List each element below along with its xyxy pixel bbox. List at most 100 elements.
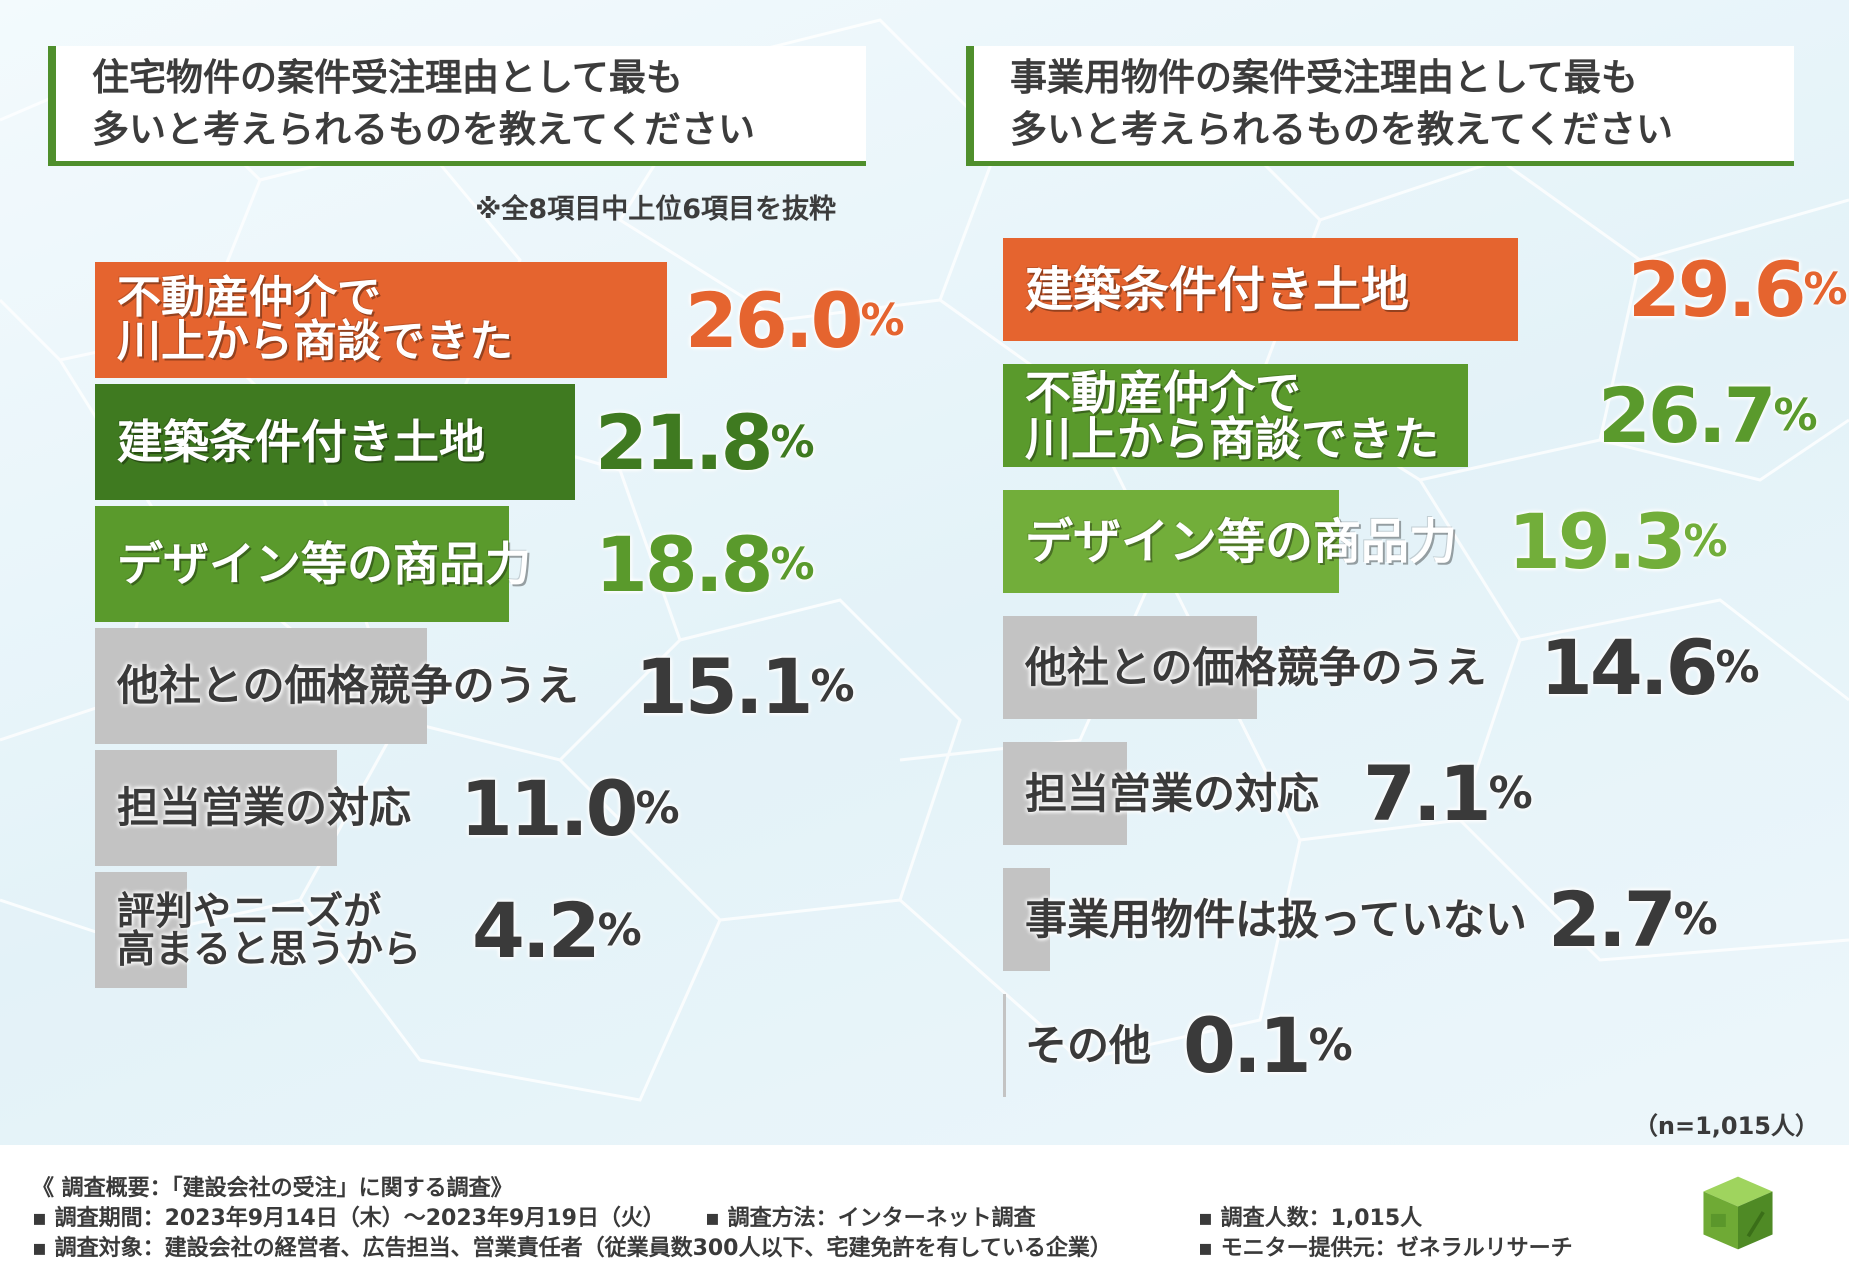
bar-value-1-0: 29.6%	[1628, 238, 1848, 341]
value-number: 21.8	[595, 397, 774, 487]
value-percent: %	[1715, 642, 1760, 693]
value-percent: %	[597, 904, 642, 956]
bar-value-0-0: 26.0%	[685, 262, 905, 378]
bar-label-0-3: 他社との価格競争のうえ	[117, 628, 579, 744]
bar-row-0-5: 評判やニーズが 高まると思うから 4.2%	[95, 872, 895, 988]
bar-label-line: 建築条件付き土地	[1025, 261, 1410, 318]
right-title-box: 事業用物件の案件受注理由として最も 多いと考えられるものを教えてください	[966, 46, 1794, 166]
value-number: 18.8	[595, 519, 774, 609]
value-percent: %	[1773, 390, 1818, 441]
bar-label-0-0: 不動産仲介で 川上から商談できた	[117, 262, 513, 378]
bar-value-1-5: 2.7%	[1548, 868, 1718, 971]
value-number: 14.6	[1540, 623, 1719, 712]
value-percent: %	[1673, 894, 1718, 945]
bar-1-1	[1003, 364, 1468, 467]
bar-label-1-3: 他社との価格競争のうえ	[1025, 616, 1487, 719]
bar-label-1-2: デザイン等の商品力	[1025, 490, 1457, 593]
bar-label-line: 事業用物件は扱っていない	[1025, 894, 1527, 944]
bar-row-1-0: 建築条件付き土地 29.6%	[1003, 238, 1848, 341]
bar-value-0-1: 21.8%	[595, 384, 815, 500]
bar-1-6	[1003, 994, 1006, 1097]
bar-label-line: デザイン等の商品力	[1025, 513, 1458, 570]
bar-0-3	[95, 628, 428, 744]
footer-heading: 《 調査概要：「建設会社の受注」に関する調査》	[32, 1176, 513, 1201]
bar-value-0-4: 11.0%	[460, 750, 680, 866]
value-percent: %	[770, 416, 815, 468]
bar-row-1-1: 不動産仲介で 川上から商談できた 26.7%	[1003, 364, 1823, 467]
bar-row-0-2: デザイン等の商品力 18.8%	[95, 506, 895, 622]
bar-label-0-1: 建築条件付き土地	[117, 384, 485, 500]
value-percent: %	[810, 660, 855, 712]
bar-0-0	[95, 262, 667, 378]
footer-target: ▪ 調査対象：建設会社の経営者、広告担当、営業責任者（従業員数300人以下、宅建…	[32, 1236, 1112, 1261]
bar-1-5	[1003, 868, 1050, 971]
sample-size-note: （n=1,015人）	[1633, 1112, 1819, 1140]
value-number: 26.0	[685, 275, 864, 365]
bar-label-0-4: 担当営業の対応	[117, 750, 411, 866]
bar-label-1-5: 事業用物件は扱っていない	[1025, 868, 1527, 971]
bar-label-line: 建築条件付き土地	[117, 415, 485, 469]
bar-label-0-2: デザイン等の商品力	[117, 506, 531, 622]
bar-label-1-1: 不動産仲介で 川上から商談できた	[1025, 364, 1439, 467]
left-title-line1: 住宅物件の案件受注理由として最も	[92, 55, 683, 99]
value-number: 26.7	[1598, 371, 1777, 460]
bar-value-1-1: 26.7%	[1598, 364, 1818, 467]
value-number: 2.7	[1548, 875, 1677, 964]
footer-period: ▪ 調査期間：2023年9月14日（木）～2023年9月19日（火）	[32, 1206, 665, 1231]
bar-label-line: 不動産仲介で	[1025, 365, 1301, 420]
value-number: 15.1	[635, 641, 814, 731]
value-percent: %	[770, 538, 815, 590]
bar-value-1-3: 14.6%	[1540, 616, 1760, 719]
left-note: ※全8項目中上位6項目を抜粋	[475, 194, 836, 225]
footer-count: ▪ 調査人数：1,015人	[1198, 1206, 1423, 1231]
survey-footer: 《 調査概要：「建設会社の受注」に関する調査》 ▪ 調査期間：2023年9月14…	[0, 1145, 1849, 1280]
bar-value-1-4: 7.1%	[1363, 742, 1533, 845]
bar-label-1-4: 担当営業の対応	[1025, 742, 1319, 845]
bar-label-line: デザイン等の商品力	[117, 537, 531, 591]
bar-label-1-6: その他	[1025, 994, 1151, 1097]
bar-value-0-5: 4.2%	[472, 872, 642, 988]
value-percent: %	[1488, 768, 1533, 819]
footer-provider: ▪ モニター提供元：ゼネラルリサーチ	[1198, 1236, 1573, 1261]
bar-row-1-4: 担当営業の対応 7.1%	[1003, 742, 1823, 845]
bar-0-1	[95, 384, 575, 500]
bar-value-0-2: 18.8%	[595, 506, 815, 622]
bar-label-line: 担当営業の対応	[117, 783, 412, 832]
bar-label-line: 川上から商談できた	[117, 316, 513, 367]
bar-row-0-4: 担当営業の対応 11.0%	[95, 750, 895, 866]
bar-row-1-5: 事業用物件は扱っていない 2.7%	[1003, 868, 1823, 971]
footer-method: ▪ 調査方法：インターネット調査	[705, 1206, 1036, 1231]
value-percent: %	[1308, 1020, 1353, 1071]
bar-label-line: 担当営業の対応	[1025, 768, 1320, 818]
bar-value-1-6: 0.1%	[1183, 994, 1353, 1097]
left-title-box: 住宅物件の案件受注理由として最も 多いと考えられるものを教えてください	[48, 46, 866, 166]
bar-label-line: 他社との価格競争のうえ	[1025, 642, 1487, 692]
value-number: 0.1	[1183, 1001, 1312, 1090]
value-number: 4.2	[472, 885, 601, 975]
bar-label-line: 不動産仲介で	[117, 272, 381, 323]
bar-row-1-3: 他社との価格競争のうえ 14.6%	[1003, 616, 1823, 719]
bar-1-2	[1003, 490, 1339, 593]
right-bar-chart: 建築条件付き土地 29.6% 不動産仲介で 川上から商談できた 26.7% デザイン等の商…	[1003, 238, 1848, 1098]
bar-row-0-1: 建築条件付き土地 21.8%	[95, 384, 895, 500]
bar-0-4	[95, 750, 337, 866]
bar-label-line: 評判やニーズが	[117, 889, 382, 933]
right-title-line2: 多いと考えられるものを教えてください	[1010, 107, 1674, 151]
bar-row-0-3: 他社との価格競争のうえ 15.1%	[95, 628, 895, 744]
bar-row-0-0: 不動産仲介で 川上から商談できた 26.0%	[95, 262, 905, 378]
bar-label-line: その他	[1025, 1020, 1152, 1070]
green-cube-logo-icon	[1703, 1176, 1773, 1250]
bar-1-4	[1003, 742, 1127, 845]
value-number: 7.1	[1363, 749, 1492, 838]
bar-value-0-3: 15.1%	[635, 628, 855, 744]
right-title-line1: 事業用物件の案件受注理由として最も	[1010, 55, 1638, 99]
value-percent: %	[1803, 264, 1848, 315]
bar-0-2	[95, 506, 509, 622]
left-title-line2: 多いと考えられるものを教えてください	[92, 107, 756, 151]
value-percent: %	[1683, 516, 1728, 567]
bar-label-0-5: 評判やニーズが 高まると思うから	[117, 872, 421, 988]
value-number: 19.3	[1508, 497, 1687, 586]
value-number: 29.6	[1628, 245, 1807, 334]
background-pattern	[0, 0, 1849, 1145]
left-bar-chart: 不動産仲介で 川上から商談できた 26.0% 建築条件付き土地 21.8% デザイン等の商…	[95, 262, 905, 1102]
